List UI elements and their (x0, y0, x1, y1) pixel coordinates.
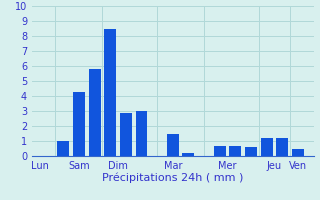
Bar (292, 148, 304, 156)
Bar (245, 147, 257, 156)
Bar (57, 141, 69, 156)
Bar (120, 112, 132, 156)
Bar (214, 146, 226, 156)
Bar (89, 69, 100, 156)
Bar (276, 138, 288, 156)
Bar (261, 138, 273, 156)
Bar (73, 92, 85, 156)
Bar (104, 28, 116, 156)
Bar (136, 111, 148, 156)
Bar (229, 146, 241, 156)
X-axis label: Précipitations 24h ( mm ): Précipitations 24h ( mm ) (102, 172, 244, 183)
Bar (182, 153, 194, 156)
Bar (167, 134, 179, 156)
